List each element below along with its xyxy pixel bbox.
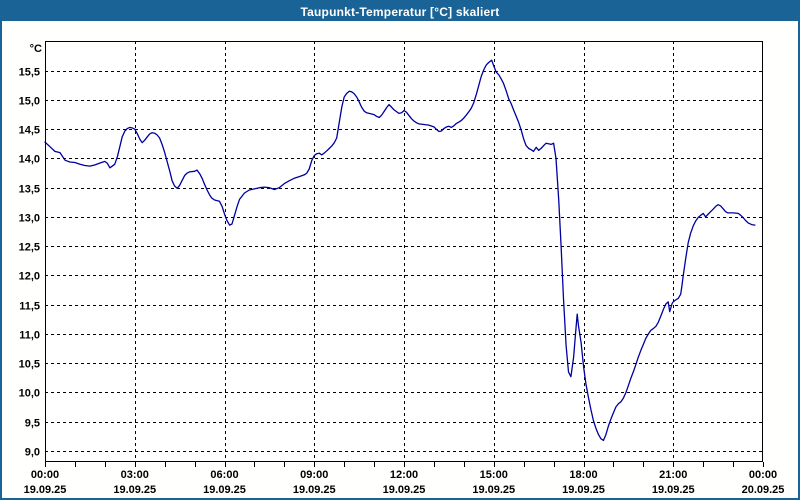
x-axis-date-label: 19.09.25 <box>562 484 605 496</box>
x-axis-date-label: 20.09.25 <box>742 484 785 496</box>
x-axis-time-label: 09:00 <box>300 469 328 481</box>
x-axis-date-label: 19.09.25 <box>293 484 336 496</box>
y-axis-unit-label: °C <box>30 43 42 55</box>
x-axis-date-label: 19.09.25 <box>203 484 246 496</box>
y-axis-label: 11,0 <box>19 330 40 342</box>
y-axis-label: 12,5 <box>19 242 40 254</box>
x-axis-time-label: 15:00 <box>480 469 508 481</box>
x-axis-time-label: 12:00 <box>390 469 418 481</box>
x-axis-time-label: 21:00 <box>659 469 687 481</box>
x-axis-date-label: 19.09.25 <box>24 484 67 496</box>
x-axis-date-label: 19.09.25 <box>652 484 695 496</box>
x-axis-time-label: 00:00 <box>749 469 777 481</box>
y-axis-label: 13,5 <box>19 184 40 196</box>
y-axis-label: 12,0 <box>19 271 40 283</box>
plot-frame <box>45 41 763 462</box>
y-axis-label: 9,5 <box>25 418 40 430</box>
y-axis-label: 13,0 <box>19 213 40 225</box>
y-axis-label: 10,0 <box>19 388 40 400</box>
y-axis-label: 10,5 <box>19 359 40 371</box>
x-axis-time-label: 18:00 <box>569 469 597 481</box>
titlebar: Taupunkt-Temperatur [°C] skaliert <box>2 2 798 21</box>
y-axis-label: 11,5 <box>19 301 40 313</box>
x-axis-date-label: 19.09.25 <box>113 484 156 496</box>
y-axis-label: 14,0 <box>19 154 40 166</box>
temperature-line <box>44 59 756 442</box>
chart-title: Taupunkt-Temperatur [°C] skaliert <box>300 4 500 19</box>
y-axis-label: 9,0 <box>25 447 40 459</box>
x-axis-date-label: 19.09.25 <box>383 484 426 496</box>
x-axis-time-label: 03:00 <box>121 469 149 481</box>
x-axis-time-label: 06:00 <box>210 469 238 481</box>
y-axis-label: 15,5 <box>19 67 40 79</box>
x-axis-time-label: 00:00 <box>31 469 59 481</box>
x-axis-date-label: 19.09.25 <box>472 484 515 496</box>
y-axis-label: 15,0 <box>19 96 40 108</box>
y-axis-label: 14,5 <box>19 125 40 137</box>
